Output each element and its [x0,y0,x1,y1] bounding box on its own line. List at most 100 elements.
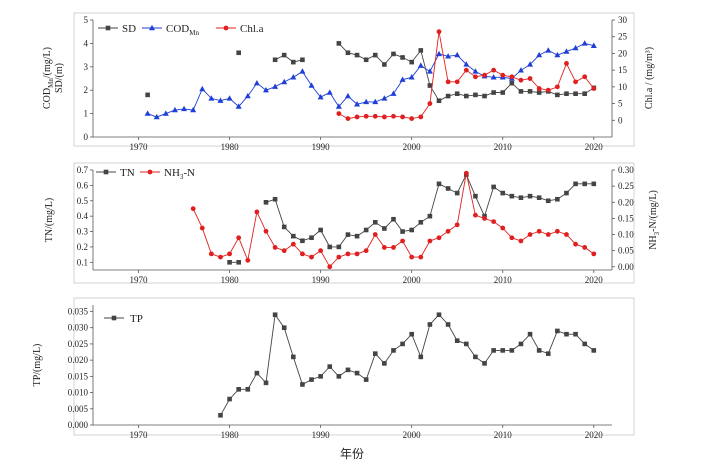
data-point [145,92,150,98]
data-point [181,105,188,112]
data-point [399,76,406,82]
data-point [518,341,524,347]
legend-label: Chl.a [240,23,264,35]
data-point [345,251,351,257]
data-point [509,80,515,86]
data-point [372,113,378,119]
data-point [573,79,578,85]
y-axis-label-left: TN/(mg/L) [44,198,55,242]
legend-label: CODMn [166,23,199,37]
data-point [400,55,405,60]
data-point [400,229,405,234]
data-point [418,114,424,120]
data-point [518,195,524,200]
series-line [220,313,595,416]
data-point [427,101,433,106]
data-point [564,91,569,97]
data-point [582,74,588,80]
data-point [418,220,424,225]
panel-frame [73,12,635,147]
y-tick-label-right: 0.30 [618,165,634,175]
data-point [309,377,314,382]
data-point [363,248,369,254]
data-point [227,260,232,265]
data-point [545,198,551,204]
data-point [473,212,478,218]
data-point [199,85,206,92]
data-point [227,251,232,257]
data-point [518,89,524,94]
data-point [400,341,405,347]
y-tick-label-left: 0.010 [68,388,89,398]
data-point [408,74,415,80]
legend-label-subscript: 3 [180,173,184,181]
data-point [454,91,460,97]
data-point [473,193,478,199]
data-point [591,181,597,187]
data-point [445,79,451,85]
data-point [354,233,360,239]
series-line [338,31,595,120]
data-point [281,248,287,254]
data-point [564,61,569,66]
data-point [491,184,496,190]
data-point [572,44,579,51]
panel-tp: 1970 1980 1990 2000 2010 2020 0.000 0.005 0.010 0… [32,297,635,440]
data-point [162,110,169,116]
series-line [265,173,594,248]
data-point [418,254,424,260]
data-point [491,90,496,95]
y-axis-label-left: TP/(mg/L) [32,344,43,387]
data-point [327,364,333,369]
data-point [409,254,415,260]
data-point [363,227,369,233]
data-point [545,47,552,53]
data-point [391,216,396,222]
data-point [463,67,469,73]
data-point [491,67,497,73]
data-point [226,95,233,101]
y-axis-label-left-main: COD [42,88,53,109]
y-tick-label-left: 0.2 [77,242,88,252]
data-point [254,209,260,215]
data-point [509,74,515,80]
legend-swatch-marker [103,169,109,175]
data-point [381,95,388,101]
data-point [354,114,360,120]
y-tick-label-right: 0.05 [618,246,634,256]
data-point [336,41,342,46]
data-point [300,382,305,387]
data-point [218,412,223,418]
x-tick-label: 1990 [312,430,331,440]
panel-frame [73,162,635,284]
data-point [171,106,178,113]
legend-label-tail: -N [183,167,195,179]
data-point [582,181,587,187]
y-tick-label-left: 5 [84,15,89,25]
data-point [536,228,542,234]
data-point [372,98,379,105]
data-point [272,245,278,250]
data-point [391,245,396,250]
data-point [281,52,287,58]
data-point [381,114,387,120]
data-point [336,254,342,260]
data-point [454,51,461,58]
data-point [545,232,551,237]
data-point [281,224,287,230]
data-point [527,61,534,67]
legend: TP [104,313,143,325]
y-axis-label-left-2: SD/(m) [54,63,65,93]
data-point [527,232,533,237]
data-point [372,351,378,356]
data-point [336,111,342,116]
data-point [345,232,351,237]
y-tick-label-left: 0.3 [77,227,89,237]
y-axis-label-right-tail: -N/(mg/L) [648,190,659,232]
x-tick-label: 2020 [585,275,604,285]
data-point [272,83,279,89]
data-point [554,228,560,234]
data-point [554,84,560,90]
data-point [372,232,378,237]
data-point [555,196,560,202]
